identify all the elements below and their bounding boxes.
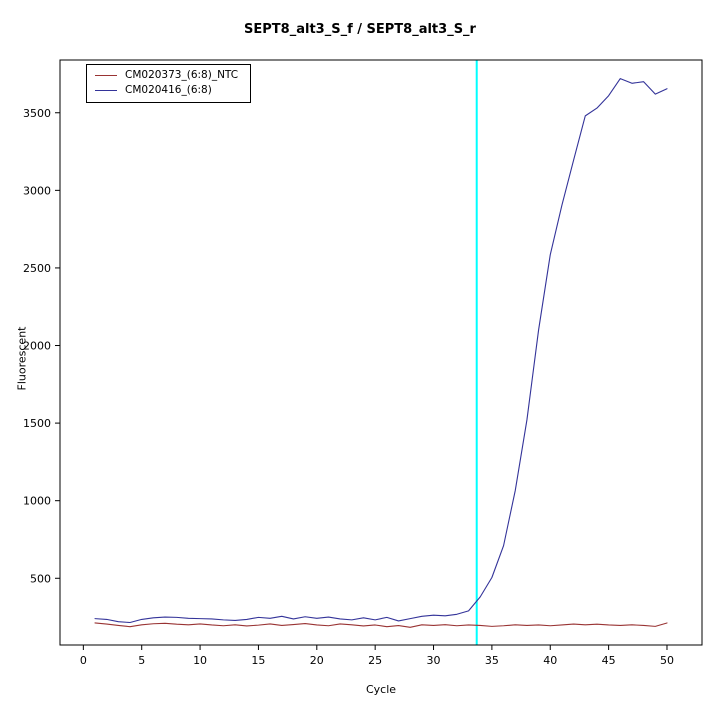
legend-item-ntc: CM020373_(6:8)_NTC [95, 68, 238, 83]
svg-text:5: 5 [138, 654, 145, 667]
svg-text:3500: 3500 [23, 107, 51, 120]
svg-text:500: 500 [30, 572, 51, 585]
svg-text:30: 30 [427, 654, 441, 667]
svg-text:35: 35 [485, 654, 499, 667]
legend: CM020373_(6:8)_NTC CM020416_(6:8) [86, 64, 252, 103]
svg-text:50: 50 [660, 654, 674, 667]
svg-text:2000: 2000 [23, 340, 51, 353]
legend-label-sample: CM020416_(6:8) [125, 84, 212, 96]
svg-text:2500: 2500 [23, 262, 51, 275]
y-axis-label: Fluorescent [15, 326, 29, 391]
svg-text:45: 45 [602, 654, 616, 667]
svg-text:3000: 3000 [23, 184, 51, 197]
svg-text:10: 10 [193, 654, 207, 667]
svg-text:1000: 1000 [23, 495, 51, 508]
legend-line-ntc-icon [95, 75, 117, 76]
chart-title: SEPT8_alt3_S_f / SEPT8_alt3_S_r [244, 22, 476, 37]
legend-line-sample-icon [95, 90, 117, 91]
x-axis-label: Cycle [365, 683, 397, 696]
legend-item-sample: CM020416_(6:8) [95, 83, 238, 98]
svg-text:25: 25 [368, 654, 382, 667]
svg-text:1500: 1500 [23, 417, 51, 430]
svg-text:15: 15 [251, 654, 265, 667]
svg-text:40: 40 [543, 654, 557, 667]
legend-label-ntc: CM020373_(6:8)_NTC [125, 69, 239, 81]
svg-text:20: 20 [310, 654, 324, 667]
svg-text:0: 0 [80, 654, 87, 667]
